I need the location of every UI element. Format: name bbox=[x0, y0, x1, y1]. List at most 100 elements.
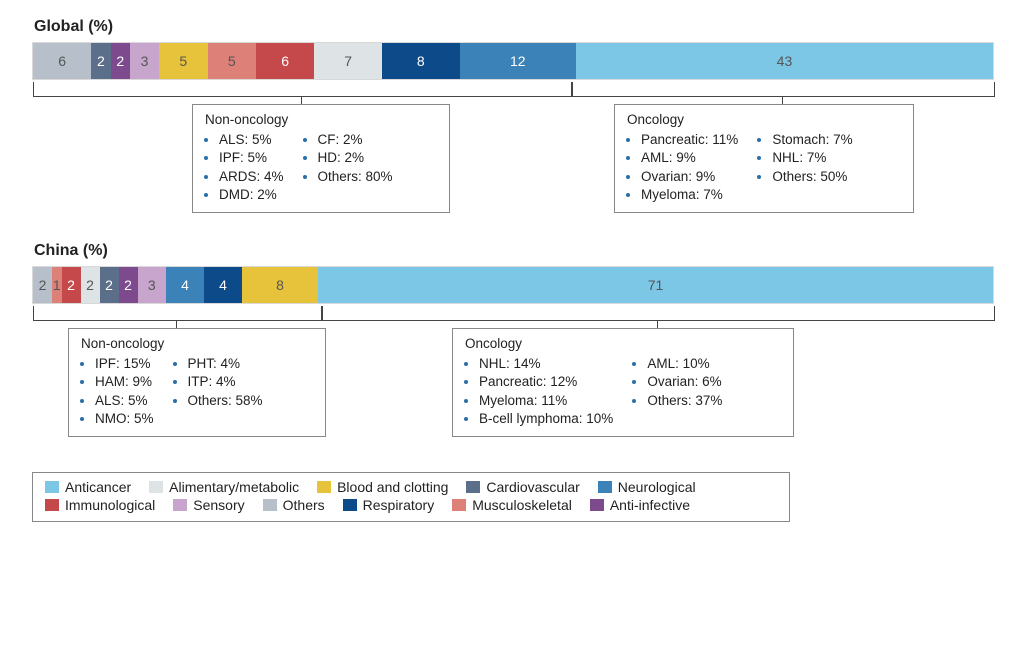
list: AML: 10%Ovarian: 6%Others: 37% bbox=[633, 355, 722, 428]
china-nononc-callout: Non-oncology IPF: 15%HAM: 9%ALS: 5%NMO: … bbox=[68, 328, 326, 437]
global-nononc-callout: Non-oncology ALS: 5%IPF: 5%ARDS: 4%DMD: … bbox=[192, 104, 450, 213]
legend-label: Anti-infective bbox=[610, 497, 690, 513]
bar-segment: 8 bbox=[242, 267, 318, 303]
list-item: ALS: 5% bbox=[95, 392, 154, 410]
legend-label: Immunological bbox=[65, 497, 155, 513]
global-title: Global (%) bbox=[34, 18, 994, 36]
bar-segment: 5 bbox=[208, 43, 256, 79]
bar-segment: 4 bbox=[204, 267, 242, 303]
legend-swatch bbox=[317, 481, 331, 493]
list-item: DMD: 2% bbox=[219, 186, 284, 204]
legend-item: Cardiovascular bbox=[466, 479, 579, 495]
list: Stomach: 7%NHL: 7%Others: 50% bbox=[758, 131, 852, 204]
legend-item: Neurological bbox=[598, 479, 696, 495]
list-item: PHT: 4% bbox=[188, 355, 263, 373]
bar-segment: 2 bbox=[111, 43, 130, 79]
legend-swatch bbox=[598, 481, 612, 493]
bracket bbox=[33, 306, 322, 321]
china-callouts: Non-oncology IPF: 15%HAM: 9%ALS: 5%NMO: … bbox=[32, 328, 994, 458]
callout-title: Non-oncology bbox=[205, 111, 437, 129]
china-onc-callout: Oncology NHL: 14%Pancreatic: 12%Myeloma:… bbox=[452, 328, 794, 437]
list: IPF: 15%HAM: 9%ALS: 5%NMO: 5% bbox=[81, 355, 154, 428]
list: ALS: 5%IPF: 5%ARDS: 4%DMD: 2% bbox=[205, 131, 284, 204]
bar-segment: 6 bbox=[256, 43, 314, 79]
list-item: ITP: 4% bbox=[188, 373, 263, 391]
bar-segment: 2 bbox=[81, 267, 100, 303]
list-item: Ovarian: 6% bbox=[647, 373, 722, 391]
bar-segment: 4 bbox=[166, 267, 204, 303]
legend-item: Anti-infective bbox=[590, 497, 690, 513]
bar-segment: 7 bbox=[314, 43, 382, 79]
list: PHT: 4%ITP: 4%Others: 58% bbox=[174, 355, 263, 428]
bar-segment: 6 bbox=[33, 43, 91, 79]
legend-label: Anticancer bbox=[65, 479, 131, 495]
list-item: Ovarian: 9% bbox=[641, 168, 738, 186]
legend-swatch bbox=[173, 499, 187, 511]
legend-item: Sensory bbox=[173, 497, 244, 513]
legend-swatch bbox=[149, 481, 163, 493]
bar-segment: 2 bbox=[119, 267, 138, 303]
list-item: Others: 50% bbox=[772, 168, 852, 186]
legend-swatch bbox=[590, 499, 604, 511]
bar-segment: 3 bbox=[138, 267, 167, 303]
bar-segment: 8 bbox=[382, 43, 460, 79]
list-item: Pancreatic: 12% bbox=[479, 373, 613, 391]
legend-item: Blood and clotting bbox=[317, 479, 448, 495]
callout-title: Non-oncology bbox=[81, 335, 313, 353]
list-item: NHL: 7% bbox=[772, 149, 852, 167]
legend-item: Immunological bbox=[45, 497, 155, 513]
legend-label: Respiratory bbox=[363, 497, 435, 513]
bracket bbox=[33, 82, 572, 97]
list-item: Others: 58% bbox=[188, 392, 263, 410]
page-root: Global (%) 6223556781243 Non-oncology AL… bbox=[0, 0, 1026, 546]
list-item: HAM: 9% bbox=[95, 373, 154, 391]
legend-item: Musculoskeletal bbox=[452, 497, 572, 513]
bar-segment: 71 bbox=[318, 267, 993, 303]
bar-segment: 3 bbox=[130, 43, 159, 79]
list-item: Pancreatic: 11% bbox=[641, 131, 738, 149]
bar-segment: 2 bbox=[33, 267, 52, 303]
global-stacked-bar: 6223556781243 bbox=[32, 42, 994, 80]
legend-label: Blood and clotting bbox=[337, 479, 448, 495]
legend-swatch bbox=[452, 499, 466, 511]
global-brackets bbox=[32, 80, 994, 104]
legend-item: Respiratory bbox=[343, 497, 435, 513]
list-item: ALS: 5% bbox=[219, 131, 284, 149]
list-item: AML: 9% bbox=[641, 149, 738, 167]
callout-title: Oncology bbox=[465, 335, 781, 353]
legend-swatch bbox=[45, 481, 59, 493]
list-item: Others: 37% bbox=[647, 392, 722, 410]
list-item: IPF: 5% bbox=[219, 149, 284, 167]
legend-label: Neurological bbox=[618, 479, 696, 495]
list-item: ARDS: 4% bbox=[219, 168, 284, 186]
list: Pancreatic: 11%AML: 9%Ovarian: 9%Myeloma… bbox=[627, 131, 738, 204]
legend-label: Others bbox=[283, 497, 325, 513]
legend-item: Alimentary/metabolic bbox=[149, 479, 299, 495]
list-item: NMO: 5% bbox=[95, 410, 154, 428]
legend-label: Cardiovascular bbox=[486, 479, 579, 495]
legend-swatch bbox=[466, 481, 480, 493]
bar-segment: 1 bbox=[52, 267, 62, 303]
bar-segment: 2 bbox=[91, 43, 110, 79]
china-stacked-bar: 212222344871 bbox=[32, 266, 994, 304]
list-item: CF: 2% bbox=[318, 131, 393, 149]
list-item: Myeloma: 7% bbox=[641, 186, 738, 204]
legend-label: Sensory bbox=[193, 497, 244, 513]
china-title: China (%) bbox=[34, 242, 994, 260]
list-item: HD: 2% bbox=[318, 149, 393, 167]
legend-label: Alimentary/metabolic bbox=[169, 479, 299, 495]
list-item: AML: 10% bbox=[647, 355, 722, 373]
bar-segment: 12 bbox=[460, 43, 576, 79]
list: NHL: 14%Pancreatic: 12%Myeloma: 11%B-cel… bbox=[465, 355, 613, 428]
legend-item: Anticancer bbox=[45, 479, 131, 495]
callout-title: Oncology bbox=[627, 111, 901, 129]
legend-label: Musculoskeletal bbox=[472, 497, 572, 513]
list: CF: 2%HD: 2%Others: 80% bbox=[304, 131, 393, 204]
legend-swatch bbox=[263, 499, 277, 511]
list-item: Stomach: 7% bbox=[772, 131, 852, 149]
bar-segment: 2 bbox=[62, 267, 81, 303]
list-item: Myeloma: 11% bbox=[479, 392, 613, 410]
global-callouts: Non-oncology ALS: 5%IPF: 5%ARDS: 4%DMD: … bbox=[32, 104, 994, 234]
legend-swatch bbox=[45, 499, 59, 511]
bar-segment: 43 bbox=[576, 43, 993, 79]
